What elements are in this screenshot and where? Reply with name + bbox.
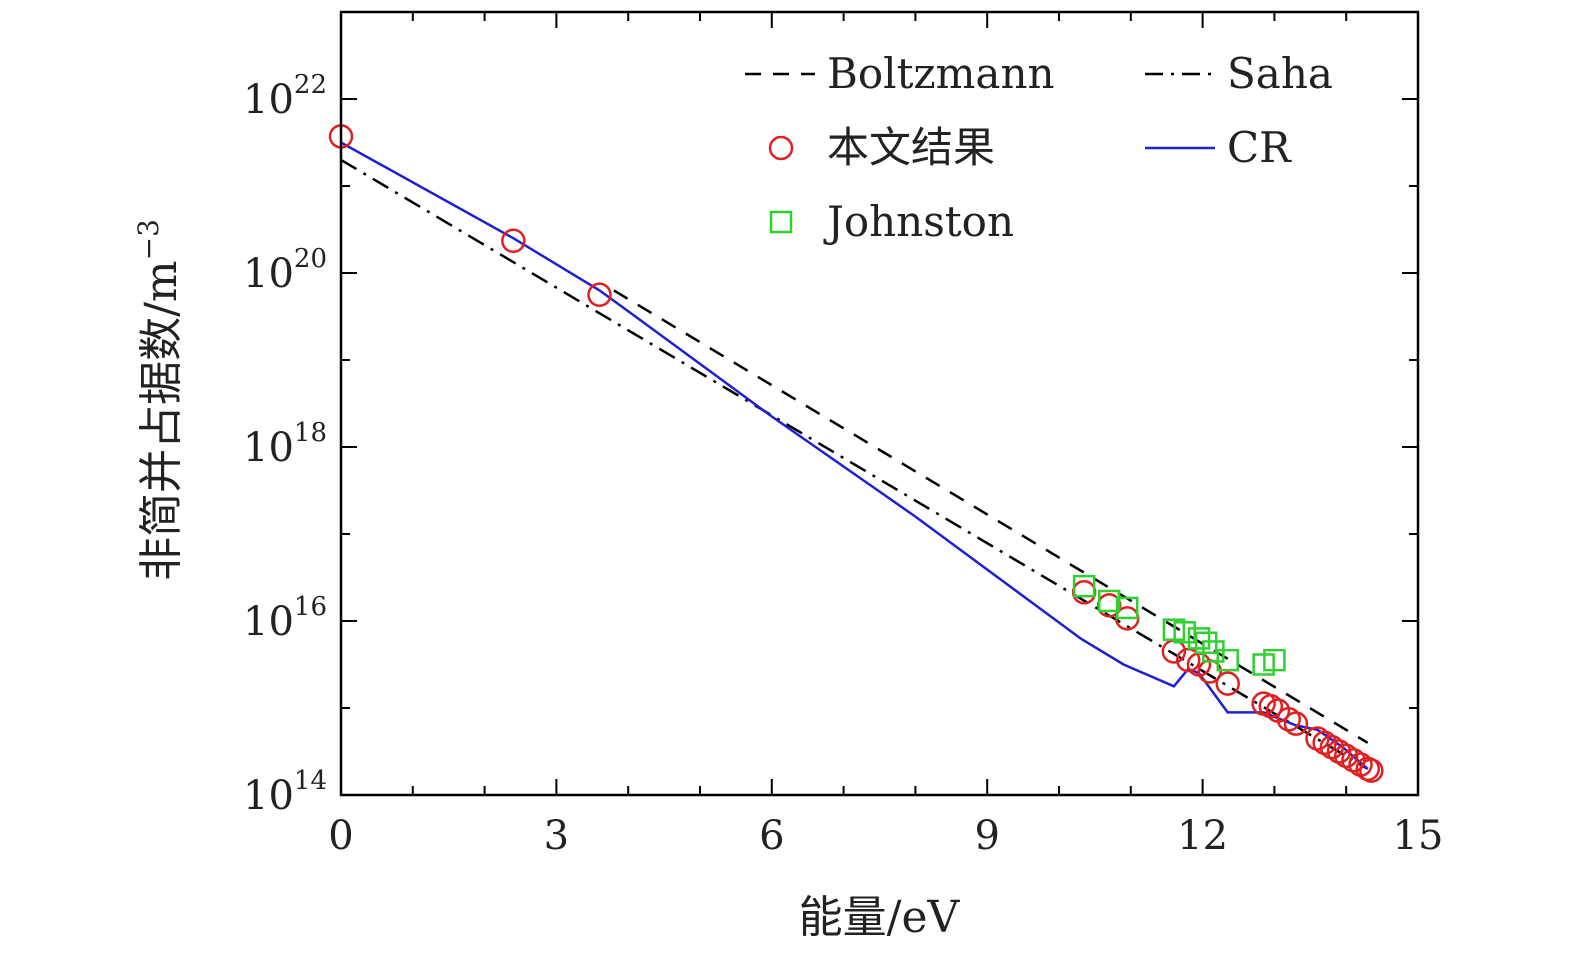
data-point-square xyxy=(1216,648,1239,672)
data-point-square xyxy=(1202,640,1225,663)
series-layer xyxy=(328,124,1384,783)
legend-swatch-本文结果 xyxy=(768,135,794,161)
data-point-square xyxy=(1072,574,1096,598)
y-tick-label: 1022 xyxy=(243,70,327,123)
y-tick-label: 1018 xyxy=(243,418,327,471)
data-point-square xyxy=(1115,596,1139,620)
y-tick-exponent: 14 xyxy=(294,766,327,796)
y-tick-exponent: 16 xyxy=(294,592,327,622)
x-tick-label: 15 xyxy=(1393,813,1444,859)
data-point-square xyxy=(1187,627,1211,650)
y-tick-label: 1016 xyxy=(243,592,327,645)
y-tick-exponent: 20 xyxy=(294,244,327,274)
x-tick-label: 0 xyxy=(328,813,353,859)
legend-label-本文结果: 本文结果 xyxy=(827,123,995,172)
x-tick-label: 12 xyxy=(1177,813,1228,859)
data-point-square xyxy=(1194,631,1218,654)
series-line-Saha xyxy=(340,158,1369,770)
y-axis-title: 非简并占据数/m−3 xyxy=(132,219,187,581)
y-tick-base: 10 xyxy=(243,251,294,297)
x-tick-label: 6 xyxy=(759,813,784,859)
data-point-circle xyxy=(587,282,612,307)
y-tick-label: 1020 xyxy=(243,244,327,297)
y-tick-base: 10 xyxy=(243,773,294,819)
legend-label-Johnston: Johnston xyxy=(823,197,1014,246)
y-axis-title-main: 非简并占据数/m xyxy=(136,260,187,581)
y-axis-title-exp: −3 xyxy=(132,219,165,260)
x-axis-title: 能量/eV xyxy=(799,892,961,943)
legend-label-CR: CR xyxy=(1227,123,1292,172)
data-point-circle xyxy=(1215,671,1240,696)
series-line-Boltzmann xyxy=(613,289,1369,744)
series-line-CR xyxy=(340,141,1369,770)
data-point-circle xyxy=(1283,711,1309,736)
y-tick-base: 10 xyxy=(243,425,294,471)
y-tick-exponent: 22 xyxy=(294,70,327,100)
y-tick-label: 1014 xyxy=(243,766,327,819)
data-point-square xyxy=(1098,589,1121,613)
x-tick-label: 3 xyxy=(544,813,569,859)
legend-label-Saha: Saha xyxy=(1227,49,1333,98)
legend-swatch-Johnston xyxy=(769,210,793,234)
y-tick-base: 10 xyxy=(243,77,294,123)
data-point-square xyxy=(1173,621,1196,644)
x-tick-label: 9 xyxy=(974,813,999,859)
y-tick-exponent: 18 xyxy=(294,418,327,448)
legend-label-Boltzmann: Boltzmann xyxy=(827,49,1055,98)
data-point-circle xyxy=(1359,758,1384,783)
legend: Boltzmann Saha 本文结果 CR Johnston xyxy=(745,49,1333,246)
y-tick-base: 10 xyxy=(243,599,294,645)
plot-frame xyxy=(339,10,1420,797)
data-point-square xyxy=(1263,648,1286,672)
data-point-circle xyxy=(501,228,526,254)
